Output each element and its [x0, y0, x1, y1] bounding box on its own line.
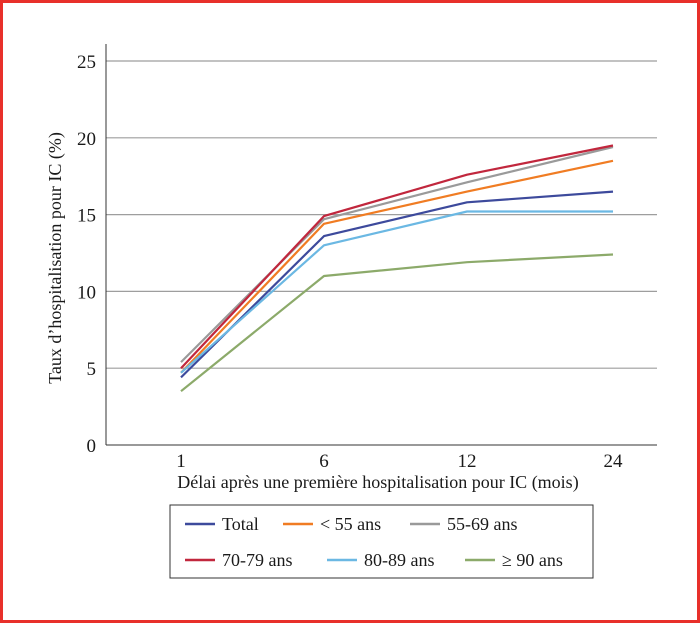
legend-label: Total: [222, 514, 259, 534]
legend-label: 70-79 ans: [222, 550, 293, 570]
series-lines: [180, 144, 614, 393]
grid-lines: [106, 60, 657, 369]
y-tick-label: 5: [87, 359, 97, 380]
x-tick-label: 24: [604, 451, 624, 472]
series-line: [180, 190, 614, 379]
y-axis-title: Taux d’hospitalisation pour IC (%): [45, 132, 66, 384]
series-line: [180, 159, 614, 374]
series-line: [180, 253, 614, 393]
y-tick-label: 15: [77, 206, 96, 227]
series-line: [180, 145, 614, 363]
x-tick-labels: 1 6 12 24: [176, 451, 623, 472]
legend-label: ≥ 90 ans: [502, 550, 563, 570]
y-tick-labels: 0 5 10 15 20 25: [77, 52, 96, 457]
legend-label: < 55 ans: [320, 514, 381, 534]
y-tick-label: 10: [77, 282, 96, 303]
x-axis-title: Délai après une première hospitalisation…: [177, 472, 578, 493]
y-tick-label: 25: [77, 52, 96, 73]
x-tick-label: 1: [176, 451, 186, 472]
axes: [105, 44, 657, 446]
y-tick-label: 20: [77, 129, 96, 150]
x-tick-label: 6: [319, 451, 329, 472]
series-line: [180, 144, 614, 369]
legend-label: 80-89 ans: [364, 550, 435, 570]
legend-box: [169, 504, 594, 579]
x-tick-label: 12: [458, 451, 477, 472]
legend-label: 55-69 ans: [447, 514, 518, 534]
legend: Total < 55 ans 55-69 ans 70-79 ans 80-89 ans…: [169, 504, 594, 579]
series-line: [180, 210, 613, 374]
y-tick-label: 0: [87, 436, 97, 457]
